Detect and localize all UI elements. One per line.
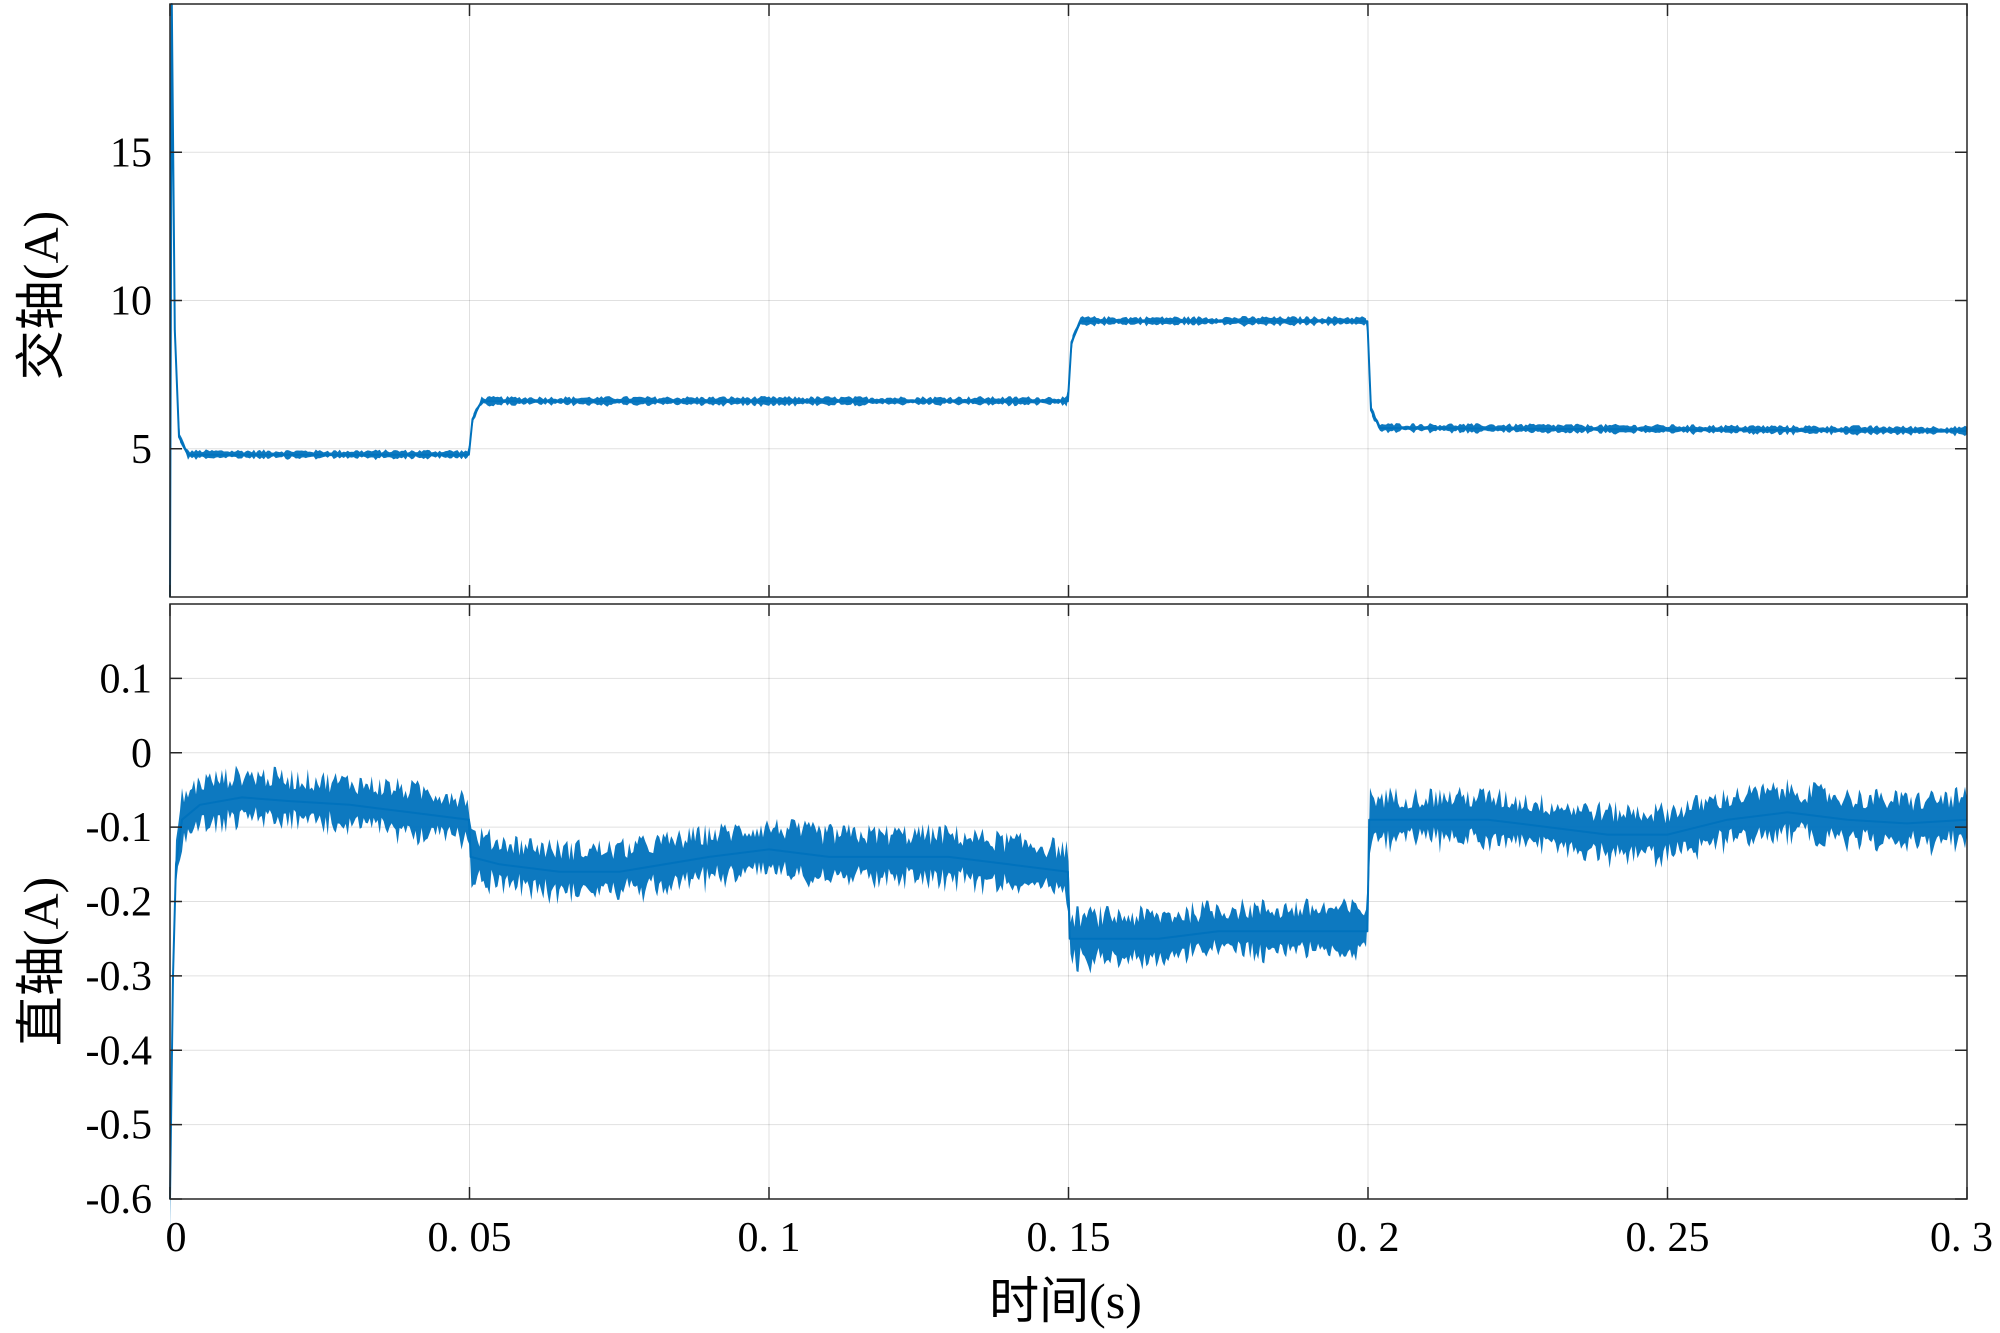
y-tick-label: 15 [110, 130, 152, 176]
x-tick-label: 0. 1 [738, 1215, 801, 1261]
x-tick-label: 0 [166, 1215, 187, 1261]
y-tick-label: -0.5 [86, 1103, 153, 1149]
y-tick-label: 10 [110, 279, 152, 325]
y-tick-label: -0.4 [86, 1028, 153, 1074]
y-axis-label: 交轴(A) [13, 211, 69, 380]
top-axes-q-axis-current: 5 10 15 交轴(A) [13, 3, 1968, 601]
x-tick-label: 0. 25 [1626, 1215, 1710, 1261]
series-line [169, 796, 1968, 1200]
y-tick-label: 0.1 [100, 656, 153, 702]
y-tick-label: -0.3 [86, 954, 153, 1000]
y-tick-label: 0 [131, 731, 152, 777]
x-axis-label: 时间(s) [989, 1273, 1142, 1329]
x-tick-label: 0. 05 [428, 1215, 512, 1261]
series-noise-band [170, 765, 1967, 1232]
y-tick-label: -0.1 [86, 805, 153, 851]
x-tick-label: 0. 2 [1337, 1215, 1400, 1261]
bottom-axes-d-axis-current: -0.6 -0.5 -0.4 -0.3 -0.2 -0.1 0 0.1 0 0. 05 0. 1 0.… [13, 603, 1993, 1329]
series-line [169, 3, 1968, 598]
x-tick-label: 0. 3 [1930, 1215, 1993, 1261]
y-tick-label: -0.6 [86, 1177, 153, 1223]
y-axis-label: 直轴(A) [13, 877, 69, 1046]
x-tick-label: 0. 15 [1027, 1215, 1111, 1261]
y-tick-label: 5 [131, 427, 152, 473]
y-tick-label: -0.2 [86, 880, 153, 926]
